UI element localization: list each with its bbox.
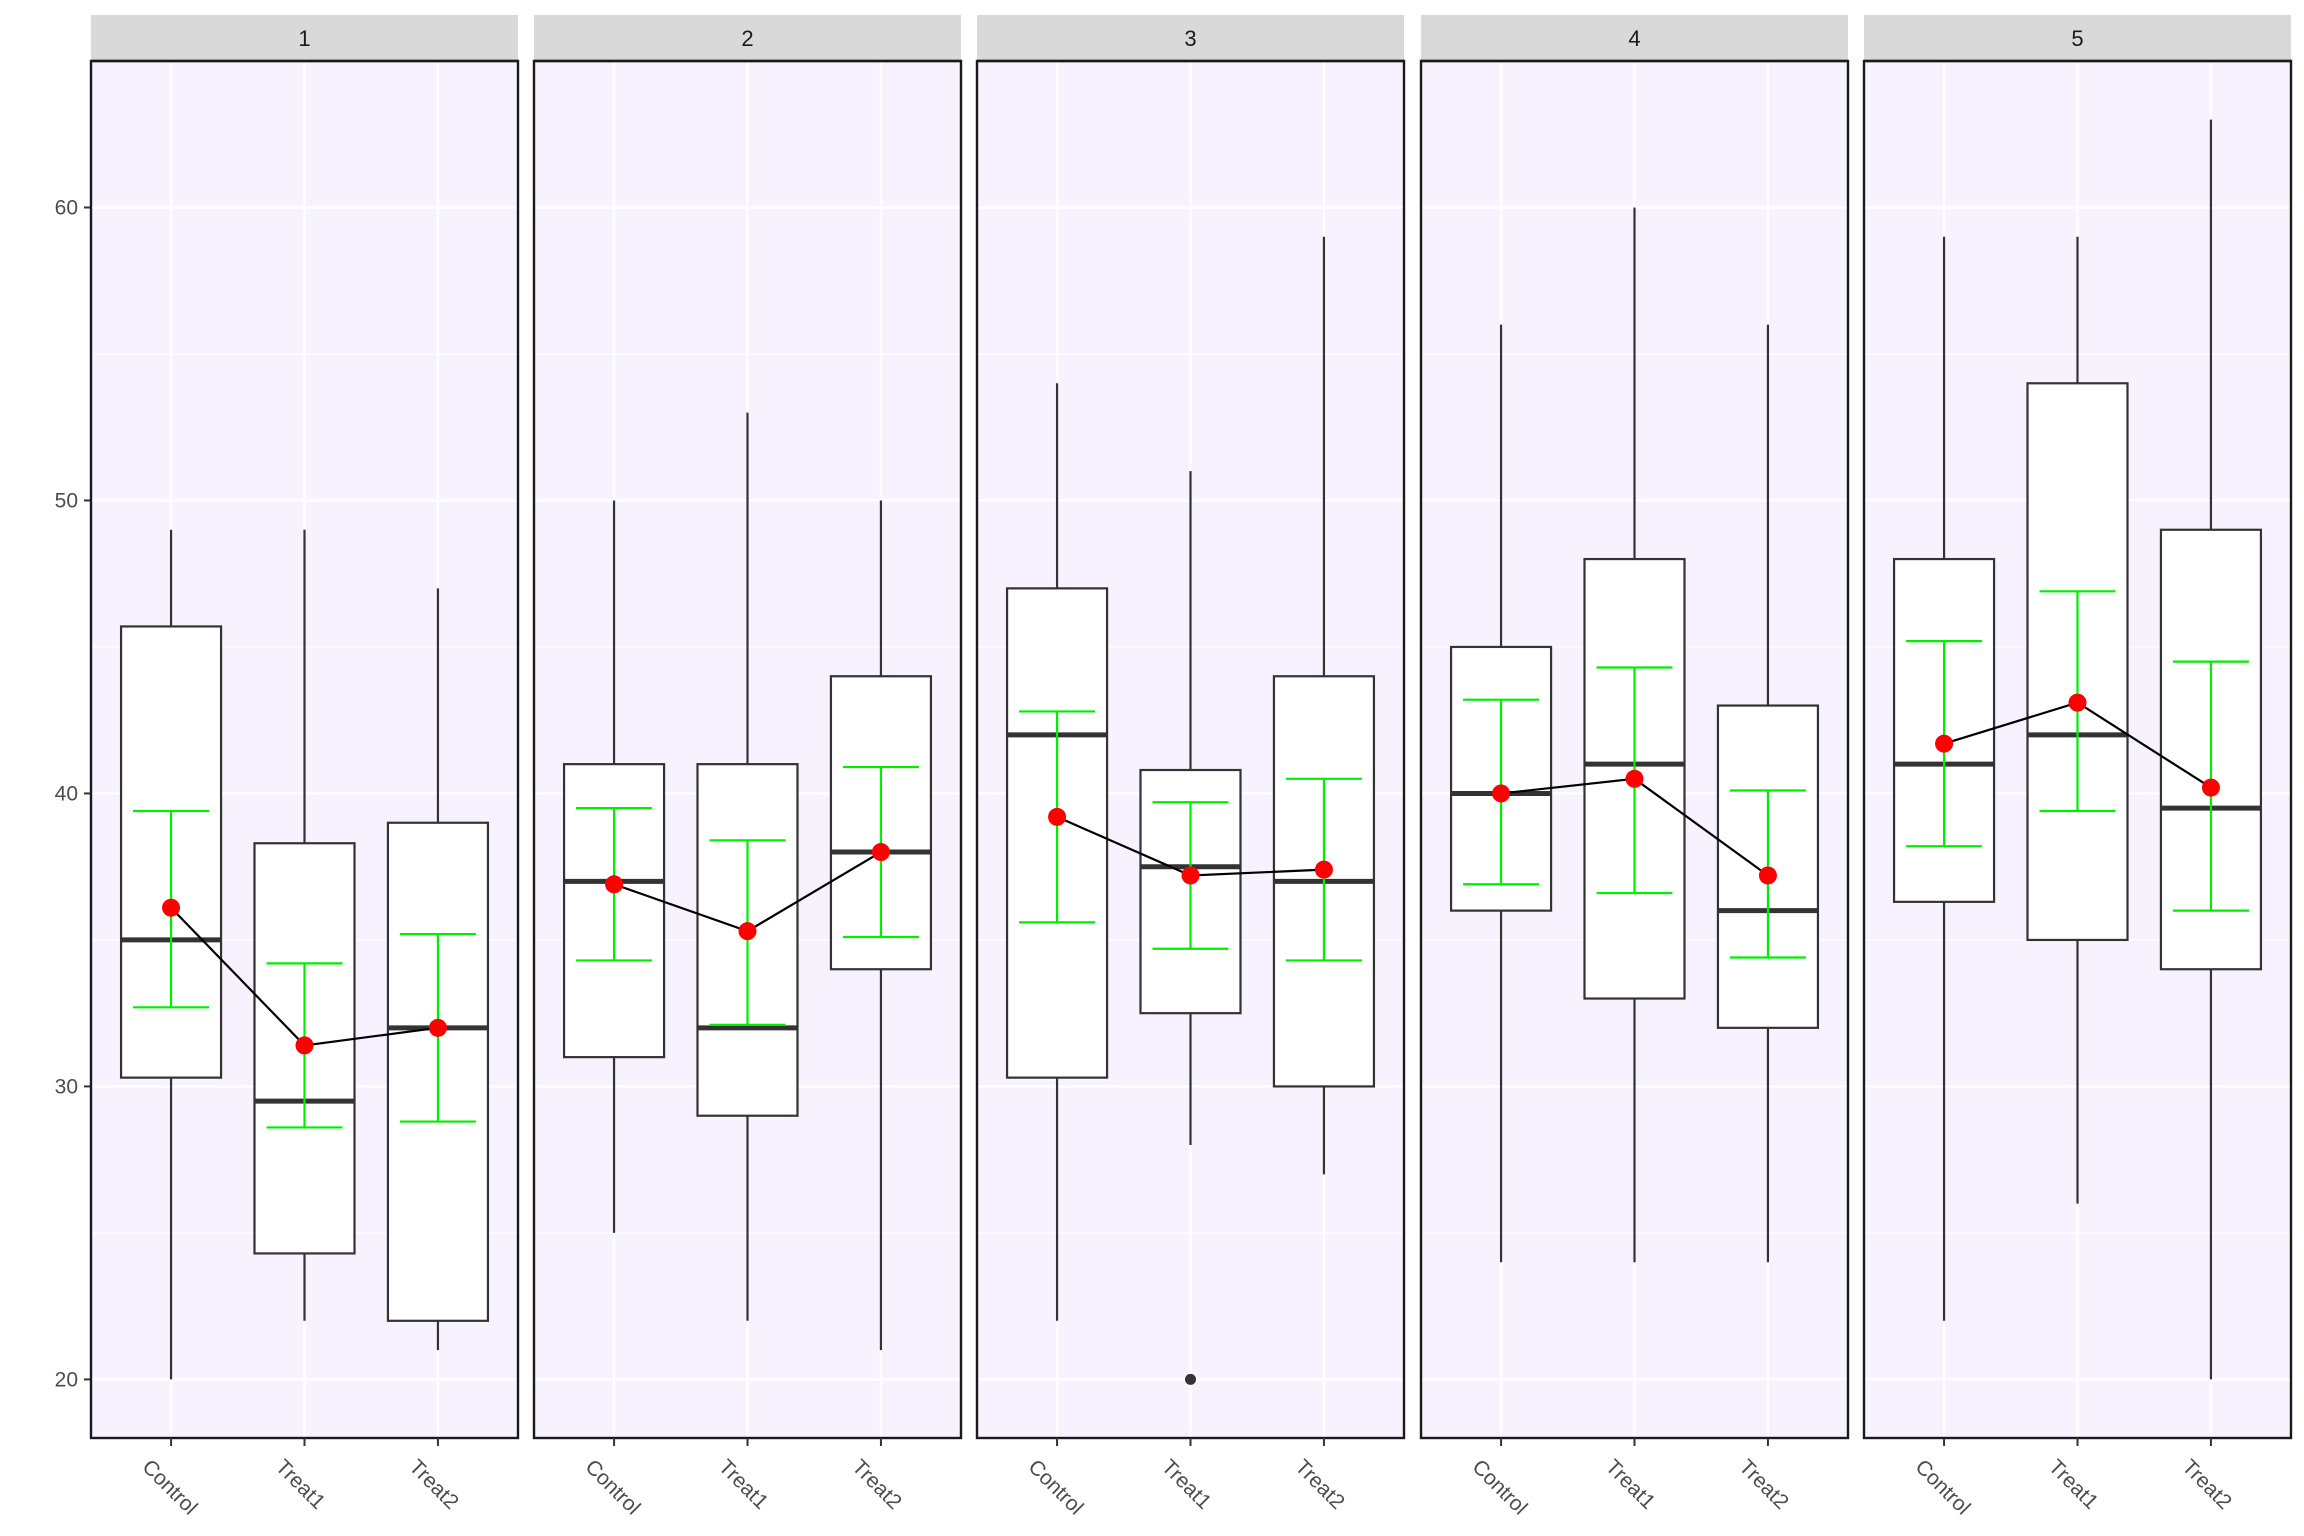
facet-panel-1: 1 Control Treat1 Treat2 [89,15,520,1519]
x-tick-label: Treat1 [2044,1455,2103,1514]
mean-point [295,1036,314,1055]
facet-strip-label: 3 [1184,26,1196,51]
x-tick-label: Control [1468,1455,1532,1519]
facet-panel-4: 4 Control Treat1 Treat2 [1419,15,1850,1519]
facet-panel-3: 3 Control Treat1 Treat2 [975,15,1406,1519]
y-tick-label: 50 [55,489,78,512]
x-tick-label: Treat1 [1157,1455,1216,1514]
x-tick-label: Control [1024,1455,1088,1519]
mean-point [428,1018,447,1037]
x-tick-label: Treat2 [847,1455,906,1514]
mean-point [738,922,757,941]
mean-point [1314,860,1333,879]
box-control [1449,324,1553,1263]
facet-strip [91,15,518,61]
x-tick-label: Treat2 [404,1455,463,1514]
mean-point [2201,778,2220,797]
mean-point [1935,734,1954,753]
x-tick-label: Treat1 [714,1455,773,1514]
mean-point [1625,769,1644,788]
box-control [562,500,666,1233]
mean-point [605,875,624,894]
box-treat2 [829,500,933,1351]
facet-panel-2: 2 Control Treat1 Treat2 [532,15,963,1519]
x-tick-label: Treat2 [1734,1455,1793,1514]
facet-panel-5: 5 Control Treat1 Treat2 [1862,15,2293,1519]
x-tick-label: Treat1 [1601,1455,1660,1514]
x-tick-label: Control [1911,1455,1975,1519]
mean-point [2068,693,2087,712]
facet-strip-label: 1 [298,26,310,51]
box-treat1 [2026,236,2129,1204]
y-tick-label: 20 [55,1368,78,1391]
mean-point [162,898,181,917]
mean-point [1492,784,1511,803]
facet-strip [534,15,961,61]
mean-point [1758,866,1777,885]
x-tick-label: Treat1 [271,1455,330,1514]
x-tick-label: Control [581,1455,645,1519]
box-control [119,529,223,1380]
x-tick-label: Treat2 [1290,1455,1349,1514]
y-tick-label: 60 [55,196,78,219]
facet-strip [1864,15,2291,61]
mean-point [871,843,890,862]
box-treat2 [386,588,490,1351]
facet-strip-label: 5 [2071,26,2083,51]
mean-point [1048,807,1067,826]
facet-strip [977,15,1404,61]
mean-point [1181,866,1200,885]
facet-strip-label: 2 [741,26,753,51]
y-tick-label: 30 [55,1075,78,1098]
box-control [1005,383,1109,1321]
box-treat2 [2159,119,2263,1380]
outlier-point [1185,1373,1196,1385]
facet-strip [1421,15,1848,61]
x-tick-label: Control [138,1455,202,1519]
x-tick-label: Treat2 [2177,1455,2236,1514]
box-treat1 [1139,471,1242,1385]
y-tick-label: 40 [55,782,78,805]
facet-strip-label: 4 [1628,26,1640,51]
box-treat2 [1272,236,1376,1175]
box-control [1892,236,1996,1321]
